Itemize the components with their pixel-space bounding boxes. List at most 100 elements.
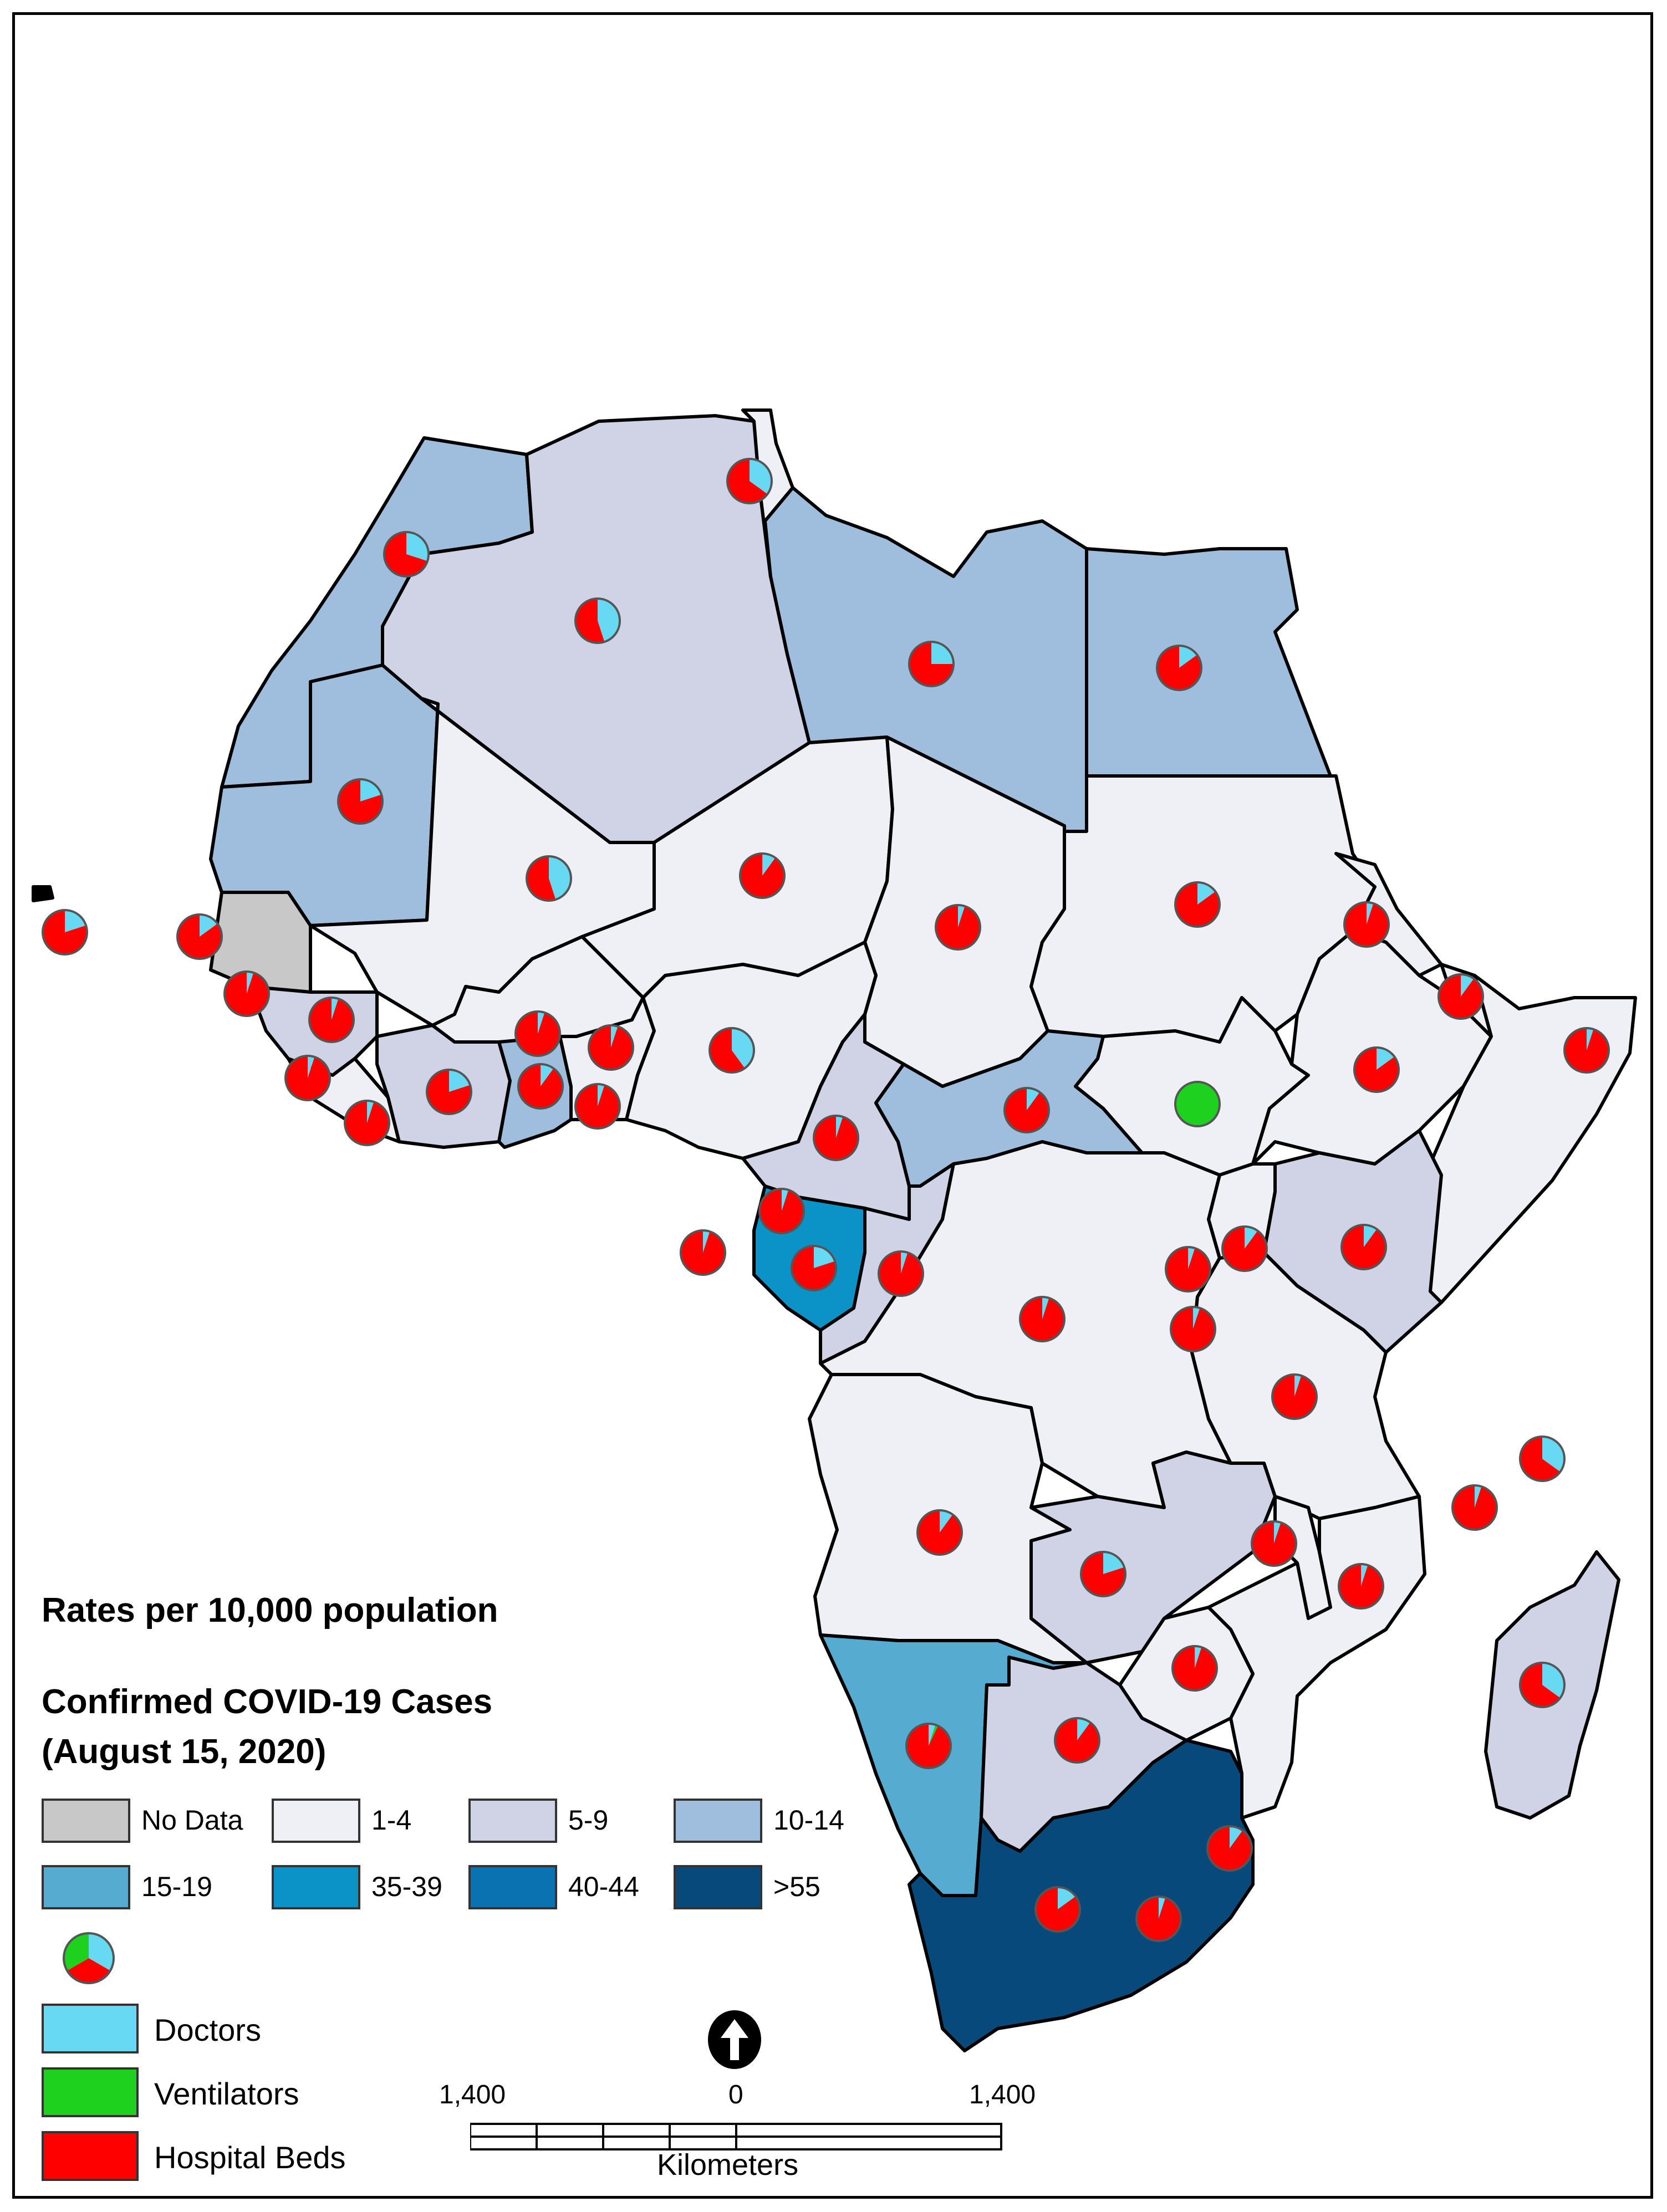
pie-central-african-republic bbox=[1003, 1087, 1050, 1133]
legend-label: Hospital Beds bbox=[154, 2140, 346, 2175]
pie-outline bbox=[680, 1229, 726, 1276]
legend-sample-pie bbox=[63, 1932, 115, 1984]
pie-slice-hospital_beds bbox=[588, 1025, 633, 1070]
legend-swatch-35-39 bbox=[272, 1865, 360, 1909]
legend-label: Doctors bbox=[154, 2012, 261, 2047]
pie-slice-hospital_beds bbox=[1452, 1485, 1497, 1530]
country-mauritania bbox=[209, 663, 440, 927]
legend-swatch-hospital-beds bbox=[42, 2131, 139, 2181]
legend-label: 15-19 bbox=[141, 1871, 212, 1902]
pie-slice-hospital_beds bbox=[1341, 1225, 1386, 1269]
pie-slice-hospital_beds bbox=[527, 856, 556, 901]
pie-cabo-verde bbox=[42, 909, 88, 956]
pie-outline bbox=[1174, 881, 1221, 928]
pie-nigeria bbox=[708, 1027, 755, 1074]
pie-slice-doctors bbox=[1042, 1297, 1049, 1319]
pie-burkina-faso bbox=[514, 1010, 561, 1057]
pie-slice-hospital_beds bbox=[1252, 1521, 1296, 1566]
pie-tanzania bbox=[1271, 1373, 1318, 1420]
pie-slice-hospital_beds bbox=[906, 1724, 951, 1768]
pie-slice-doctors bbox=[1364, 1225, 1377, 1247]
pie-sao-tome-and-principe bbox=[680, 1229, 726, 1276]
legend-label: 1-4 bbox=[371, 1805, 412, 1836]
pie-kenya bbox=[1340, 1224, 1387, 1270]
pie-slice-doctors bbox=[901, 1251, 908, 1274]
legend-label: >55 bbox=[773, 1871, 820, 1902]
cases-date: (August 15, 2020) bbox=[42, 1733, 327, 1771]
pie-slice-doctors bbox=[360, 779, 382, 801]
pie-slice-hospital_beds bbox=[1520, 1437, 1561, 1481]
pie-congo bbox=[878, 1250, 924, 1297]
pie-slice-doctors bbox=[836, 1116, 843, 1138]
pie-outline bbox=[1019, 1296, 1066, 1342]
legend-label: Ventilators bbox=[154, 2076, 299, 2111]
pie-outline bbox=[739, 852, 786, 899]
scale-left-label: 1,400 bbox=[439, 2080, 506, 2109]
pie-zambia bbox=[1080, 1551, 1126, 1597]
pie-slice-hospital_beds bbox=[427, 1070, 471, 1114]
pie-slice-hospital_beds bbox=[338, 779, 383, 824]
pie-slice-hospital_beds bbox=[575, 599, 605, 643]
pie-outline bbox=[1451, 1484, 1498, 1531]
pie-slice-doctors bbox=[549, 856, 572, 900]
pie-outline bbox=[1437, 973, 1484, 1020]
pie-slice-doctors bbox=[1361, 1564, 1368, 1586]
pie-slice-hospital_beds bbox=[1136, 1897, 1181, 1941]
pie-outline bbox=[1519, 1435, 1566, 1482]
pie-mozambique bbox=[1338, 1563, 1384, 1610]
pie-slice-ventilators bbox=[929, 1724, 939, 1746]
pie-outline bbox=[1135, 1896, 1182, 1942]
pie-slice-doctors bbox=[308, 1056, 315, 1078]
legend-swatch-10-14 bbox=[674, 1799, 762, 1843]
pie-slice-hospital_beds bbox=[43, 910, 88, 955]
pie-slice-hospital_beds bbox=[727, 458, 768, 503]
pie-burundi bbox=[1170, 1306, 1216, 1352]
pie-south-africa bbox=[1034, 1886, 1081, 1933]
pie-slice-doctors bbox=[541, 1064, 554, 1086]
scale-center-label: 0 bbox=[728, 2080, 743, 2109]
pie-outline bbox=[1221, 1225, 1268, 1272]
pie-slice-hospital_beds bbox=[1004, 1088, 1049, 1133]
pie-gabon bbox=[791, 1245, 837, 1291]
pie-slice-doctors bbox=[1587, 1028, 1594, 1050]
pie-outline bbox=[308, 997, 355, 1043]
rates-title: Rates per 10,000 population bbox=[42, 1591, 498, 1629]
north-arrow-icon bbox=[707, 2009, 762, 2070]
pie-slice-doctors bbox=[814, 1246, 835, 1268]
pie-sudan bbox=[1174, 881, 1221, 928]
pie-outline bbox=[1171, 1645, 1218, 1692]
pie-slice-doctors bbox=[1195, 1646, 1202, 1668]
pie-outline bbox=[1054, 1717, 1100, 1764]
pie-uganda bbox=[1221, 1225, 1268, 1272]
pie-outline bbox=[708, 1027, 755, 1074]
pie-slice-hospital_beds bbox=[1081, 1552, 1125, 1596]
pie-slice-doctors bbox=[1461, 974, 1474, 997]
legend-label: 40-44 bbox=[568, 1871, 639, 1902]
pie-slice-doctors bbox=[247, 972, 254, 994]
pie-outline bbox=[1271, 1373, 1318, 1420]
pie-outline bbox=[344, 1100, 390, 1146]
legend-swatch-ventilators bbox=[42, 2067, 139, 2117]
scale-bar bbox=[469, 2123, 1002, 2150]
legend-swatch--55 bbox=[674, 1865, 762, 1909]
pie-guinea-bissau bbox=[223, 970, 270, 1017]
legend-label: 35-39 bbox=[371, 1871, 442, 1902]
pie-outline bbox=[1563, 1027, 1610, 1074]
pie-namibia bbox=[905, 1723, 952, 1769]
pie-slice-doctors bbox=[367, 1101, 374, 1123]
pie-outline bbox=[588, 1024, 634, 1071]
pie-outline bbox=[1343, 901, 1390, 948]
pie-slice-doctors bbox=[1077, 1718, 1090, 1740]
pie-slice-doctors bbox=[538, 1012, 545, 1034]
pie-dr-congo bbox=[1019, 1296, 1066, 1342]
pie-slice-doctors bbox=[732, 1028, 754, 1069]
pie-outline bbox=[1034, 1886, 1081, 1933]
legend-label: No Data bbox=[141, 1805, 243, 1836]
pie-slice-doctors bbox=[1475, 1485, 1482, 1508]
pie-outline bbox=[1251, 1520, 1297, 1567]
pie-outline bbox=[1353, 1046, 1400, 1093]
pie-slice-hospital_beds bbox=[285, 1056, 330, 1100]
pie-slice-hospital_beds bbox=[710, 1028, 745, 1072]
pie-slice-hospital_beds bbox=[879, 1251, 924, 1296]
